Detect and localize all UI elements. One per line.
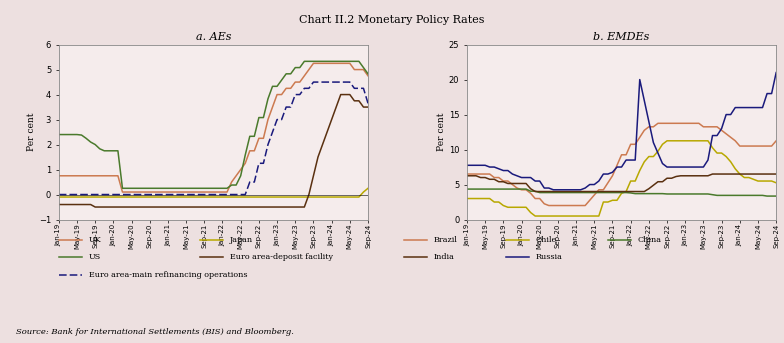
Text: China: China xyxy=(637,236,662,244)
Text: Euro area-main refinancing operations: Euro area-main refinancing operations xyxy=(89,271,247,279)
Text: India: India xyxy=(434,253,455,261)
Y-axis label: Per cent: Per cent xyxy=(27,113,36,151)
Text: UK: UK xyxy=(89,236,101,244)
Title: a. AEs: a. AEs xyxy=(196,33,231,43)
Text: Japan: Japan xyxy=(230,236,252,244)
Text: US: US xyxy=(89,253,101,261)
Text: Chile: Chile xyxy=(535,236,557,244)
Text: Chart II.2 Monetary Policy Rates: Chart II.2 Monetary Policy Rates xyxy=(299,15,485,25)
Text: Source: Bank for International Settlements (BIS) and Bloomberg.: Source: Bank for International Settlemen… xyxy=(16,328,293,336)
Title: b. EMDEs: b. EMDEs xyxy=(593,33,650,43)
Text: Brazil: Brazil xyxy=(434,236,457,244)
Y-axis label: Per cent: Per cent xyxy=(437,113,446,151)
Text: Euro area-deposit facility: Euro area-deposit facility xyxy=(230,253,332,261)
Text: Russia: Russia xyxy=(535,253,562,261)
